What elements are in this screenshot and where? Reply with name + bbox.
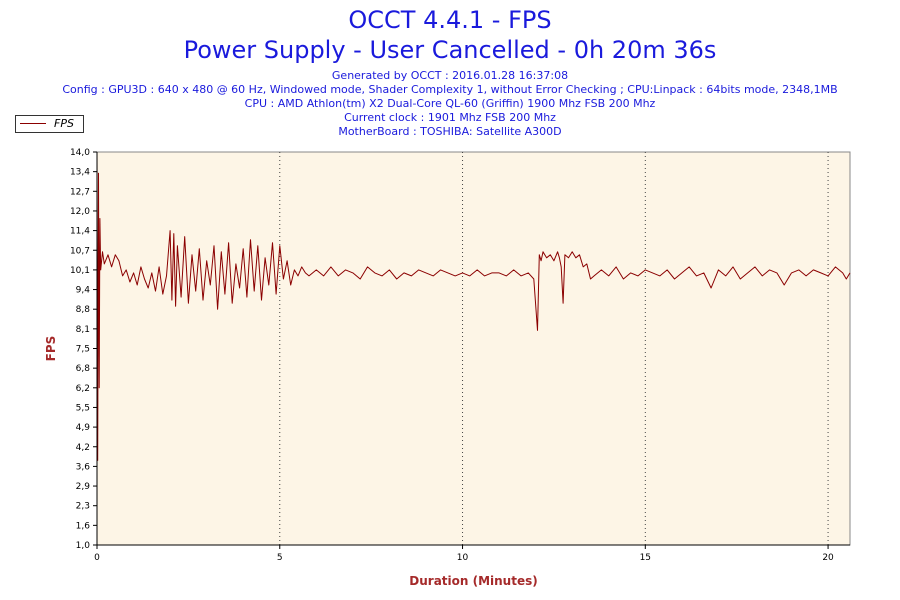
info-motherboard: MotherBoard : TOSHIBA: Satellite A300D (338, 125, 562, 138)
info-config: Config : GPU3D : 640 x 480 @ 60 Hz, Wind… (62, 83, 838, 96)
grid-lines (279, 152, 829, 545)
y-tick-label: 12,7 (70, 187, 90, 197)
fps-series-line (96, 151, 851, 461)
y-tick-label: 10,7 (70, 246, 90, 256)
plot-area (96, 151, 851, 546)
y-tick-label: 9,4 (76, 286, 91, 296)
legend-line-swatch (20, 123, 46, 124)
info-generated: Generated by OCCT : 2016.01.28 16:37:08 (331, 69, 569, 82)
y-tick-label: 1,0 (76, 541, 91, 551)
info-cpu: CPU : AMD Athlon(tm) X2 Dual-Core QL-60 … (244, 97, 656, 110)
chart-subtitle: Power Supply - User Cancelled - 0h 20m 3… (183, 36, 717, 64)
y-tick-label: 6,2 (76, 384, 90, 394)
x-tick-label: 10 (457, 553, 469, 563)
y-tick-label: 1,6 (76, 521, 91, 531)
y-tick-label: 10,1 (70, 266, 90, 276)
y-tick-label: 3,6 (76, 462, 91, 472)
y-axis-title: FPS (44, 336, 58, 362)
legend: FPS (15, 115, 84, 133)
x-tick-label: 0 (94, 553, 100, 563)
info-current-clock: Current clock : 1901 Mhz FSB 200 Mhz (344, 111, 556, 124)
y-tick-label: 8,8 (76, 305, 91, 315)
y-tick-label: 6,8 (76, 364, 91, 374)
y-axis-ticks: 1,0 1,6 2,3 2,9 3,6 4,2 4,9 5,5 6,2 6,8 7,5 8,1 8,8 9… (70, 148, 97, 551)
y-tick-label: 4,9 (76, 423, 91, 433)
y-tick-label: 8,1 (76, 325, 90, 335)
y-tick-label: 11,4 (70, 227, 90, 237)
y-tick-label: 14,0 (70, 148, 90, 158)
y-tick-label: 2,9 (76, 482, 91, 492)
x-tick-label: 20 (822, 553, 834, 563)
y-tick-label: 12,0 (70, 207, 90, 217)
y-tick-label: 13,4 (70, 168, 90, 178)
y-tick-label: 4,2 (76, 443, 90, 453)
chart-title: OCCT 4.4.1 - FPS (348, 6, 552, 34)
x-tick-label: 5 (277, 553, 283, 563)
legend-label: FPS (54, 117, 74, 130)
y-tick-label: 7,5 (76, 345, 90, 355)
x-tick-label: 15 (640, 553, 651, 563)
x-axis-ticks: 0 5 10 15 20 (94, 545, 834, 563)
y-tick-label: 5,5 (76, 403, 90, 413)
y-tick-label: 2,3 (76, 502, 90, 512)
x-axis-title: Duration (Minutes) (409, 574, 537, 588)
